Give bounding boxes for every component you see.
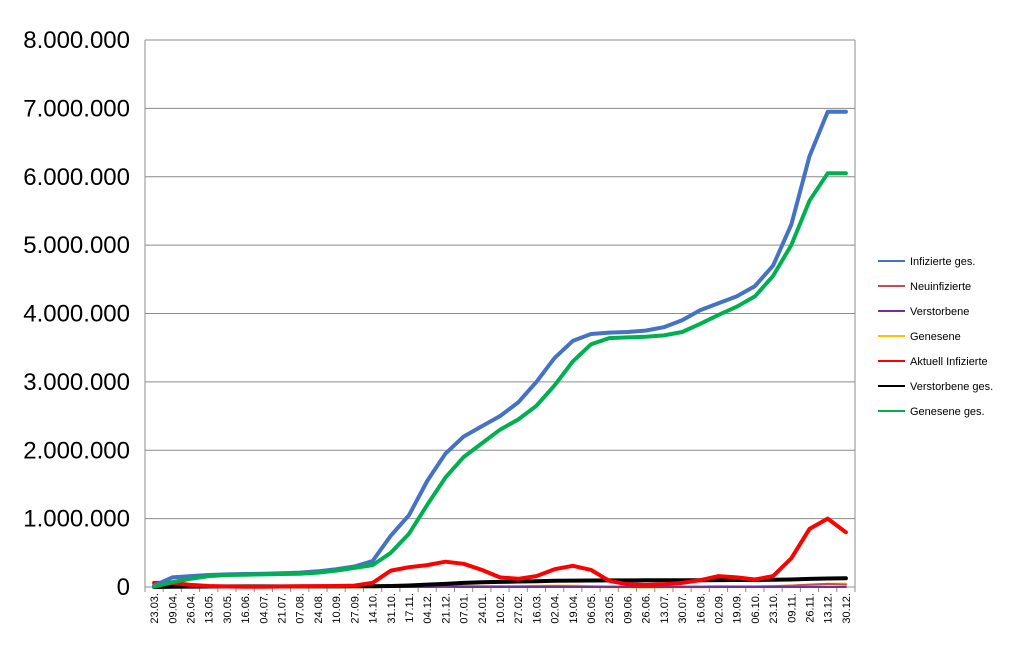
x-tick-label: 16.06. [240,593,252,624]
x-tick-label: 07.01. [459,593,471,624]
x-tick-label: 30.05. [222,593,234,624]
x-tick-label: 14.10. [368,593,380,624]
x-tick-label: 23.03. [149,593,161,624]
y-tick-label: 6.000.000 [23,164,130,191]
x-tick-label: 30.07. [677,593,689,624]
x-tick-label: 02.04. [550,593,562,624]
x-tick-label: 24.01. [477,593,489,624]
x-tick-label: 02.09. [713,593,725,624]
x-tick-label: 10.09. [331,593,343,624]
legend-label: Genesene ges. [910,406,985,418]
x-tick-label: 13.12. [823,593,835,624]
x-tick-label: 09.06. [622,593,634,624]
x-tick-label: 23.10. [768,593,780,624]
x-tick-label: 19.04. [568,593,580,624]
x-tick-label: 16.08. [695,593,707,624]
x-tick-label: 24.08. [313,593,325,624]
x-tick-label: 21.07. [277,593,289,624]
x-tick-label: 04.12. [422,593,434,624]
axis-layer: 0 1.000.000 2.000.000 3.000.000 4.000.000 5.0… [23,27,856,624]
legend-label: Verstorbene [910,306,969,318]
x-tick-label: 26.06. [641,593,653,624]
y-tick-label: 1.000.000 [23,506,130,533]
x-tick-label: 09.11. [786,593,798,623]
x-tick-label: 06.05. [586,593,598,624]
x-tick-label: 23.05. [604,593,616,624]
x-tick-label: 13.05. [204,593,216,624]
x-tick-label: 27.02. [513,593,525,624]
x-tick-label: 06.10. [750,593,762,624]
y-tick-label: 2.000.000 [23,437,130,464]
series-line-4 [152,516,848,589]
x-tick-label: 04.07. [258,593,270,624]
x-tick-label: 26.11. [804,593,816,623]
series-line-0 [152,109,848,588]
series-layer [152,109,848,589]
x-tick-label: 17.11. [404,593,416,623]
legend-label: Neuinfizierte [910,281,971,293]
y-tick-label: 0 [117,574,130,601]
legend-label: Aktuell Infizierte [910,356,988,368]
series-line-6 [152,171,848,589]
x-tick-label: 21.12. [440,593,452,624]
x-tick-label: 31.10. [386,593,398,624]
x-tick-label: 30.12. [841,593,853,624]
x-tick-label: 10.02. [495,593,507,624]
y-tick-label: 3.000.000 [23,369,130,396]
x-tick-label: 07.08. [295,593,307,624]
grid-layer [145,39,855,588]
x-tick-label: 26.04. [186,593,198,624]
legend: Infizierte ges. Neuinfizierte Verstorbene G… [878,256,993,418]
x-tick-label: 09.04. [167,593,179,624]
x-tick-label: 16.03. [531,593,543,624]
x-tick-label: 13.07. [659,593,671,624]
legend-label: Verstorbene ges. [910,381,993,393]
legend-label: Genesene [910,331,961,343]
y-tick-label: 4.000.000 [23,301,130,328]
legend-label: Infizierte ges. [910,256,975,268]
x-tick-label: 19.09. [732,593,744,624]
y-tick-label: 7.000.000 [23,95,130,122]
y-tick-label: 5.000.000 [23,232,130,259]
x-tick-label: 27.09. [349,593,361,624]
y-tick-label: 8.000.000 [23,27,130,54]
